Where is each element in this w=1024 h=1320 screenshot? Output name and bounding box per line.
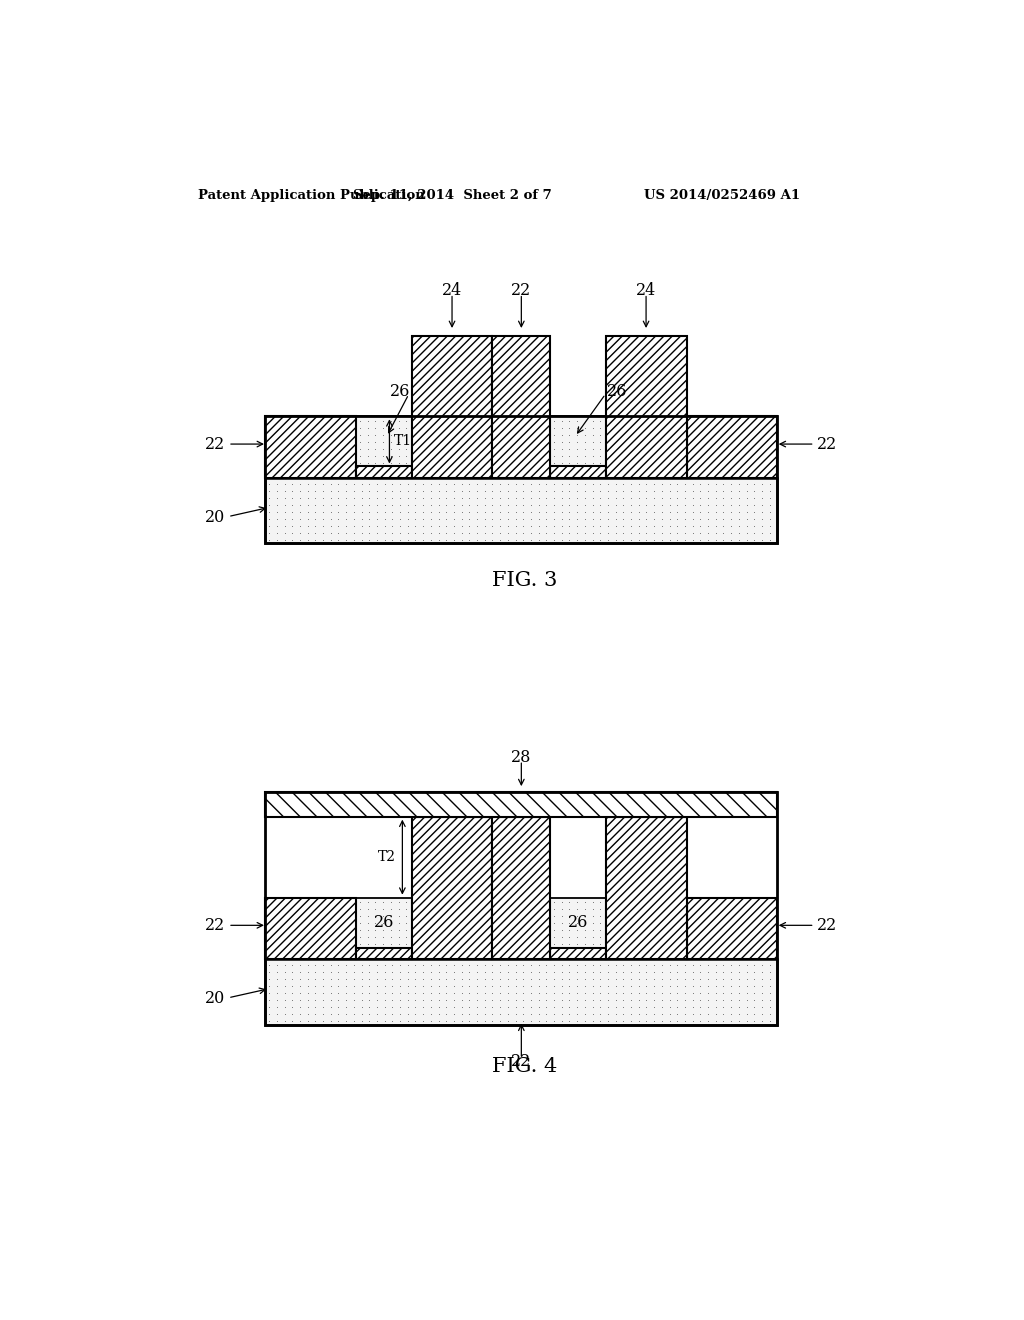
Text: Patent Application Publication: Patent Application Publication — [198, 189, 424, 202]
Bar — [356, 948, 412, 960]
Text: 24: 24 — [442, 282, 462, 300]
Bar — [493, 335, 550, 478]
Bar — [265, 478, 777, 544]
Text: T2: T2 — [378, 850, 396, 865]
Text: 20: 20 — [205, 508, 225, 525]
Bar — [550, 898, 605, 948]
Text: T1: T1 — [394, 434, 413, 449]
Bar — [356, 416, 412, 466]
Text: 26: 26 — [567, 915, 588, 931]
Bar — [265, 792, 777, 1024]
Bar — [412, 335, 493, 478]
Text: 20: 20 — [205, 990, 225, 1007]
Bar — [686, 416, 777, 478]
Bar — [265, 792, 777, 817]
Bar — [686, 898, 777, 960]
Bar — [493, 817, 550, 960]
Text: 26: 26 — [607, 383, 628, 400]
Text: 26: 26 — [374, 915, 394, 931]
Bar — [265, 898, 356, 960]
Bar — [265, 478, 777, 544]
Text: US 2014/0252469 A1: US 2014/0252469 A1 — [644, 189, 800, 202]
Text: FIG. 4: FIG. 4 — [493, 1057, 557, 1077]
Text: 22: 22 — [817, 436, 838, 453]
Text: 26: 26 — [390, 383, 410, 400]
Bar — [356, 416, 412, 466]
Text: 24: 24 — [636, 282, 656, 300]
Text: 22: 22 — [205, 917, 225, 933]
Bar — [550, 416, 605, 466]
Bar — [412, 817, 493, 960]
Bar — [550, 948, 605, 960]
Bar — [265, 416, 356, 478]
Text: 22: 22 — [511, 1053, 531, 1071]
Text: 22: 22 — [817, 917, 838, 933]
Bar — [550, 898, 605, 948]
Bar — [356, 898, 412, 948]
Text: 22: 22 — [511, 282, 531, 300]
Bar — [265, 416, 777, 544]
Bar — [265, 960, 777, 1024]
Bar — [550, 466, 605, 478]
Bar — [356, 898, 412, 948]
Bar — [605, 817, 686, 960]
Text: 22: 22 — [205, 436, 225, 453]
Text: Sep. 11, 2014  Sheet 2 of 7: Sep. 11, 2014 Sheet 2 of 7 — [353, 189, 552, 202]
Bar — [550, 416, 605, 466]
Bar — [356, 466, 412, 478]
Bar — [265, 960, 777, 1024]
Text: FIG. 3: FIG. 3 — [493, 570, 557, 590]
Text: 28: 28 — [511, 748, 531, 766]
Bar — [605, 335, 686, 478]
